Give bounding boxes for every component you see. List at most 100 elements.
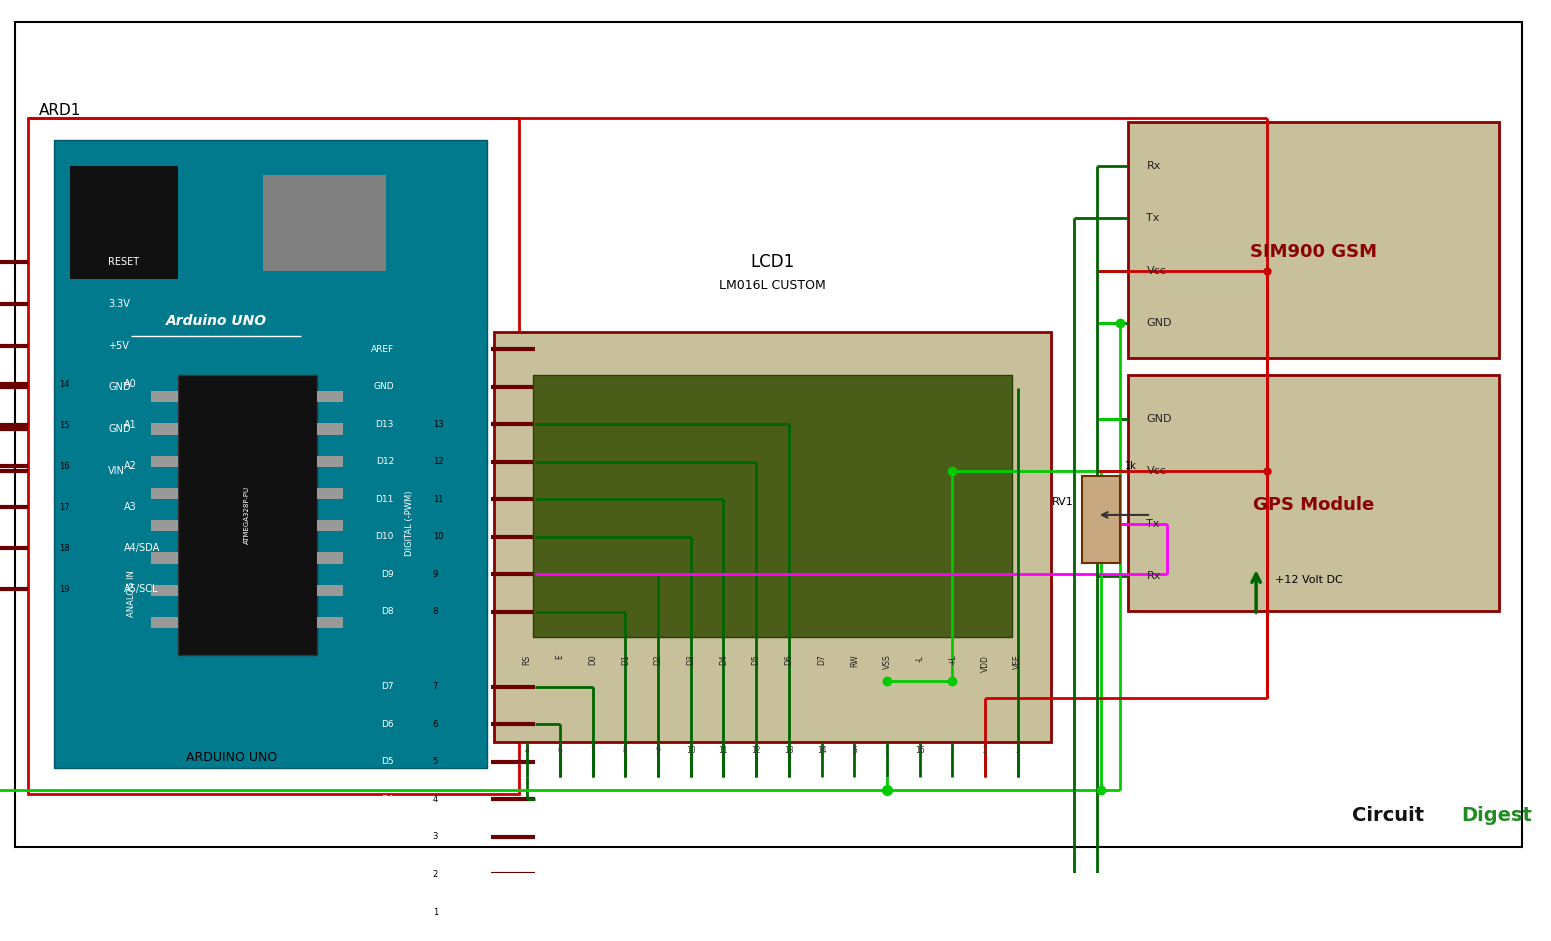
Text: Digest: Digest <box>1461 805 1532 824</box>
FancyBboxPatch shape <box>152 487 178 500</box>
Text: GND: GND <box>1146 318 1173 327</box>
FancyBboxPatch shape <box>316 552 343 564</box>
FancyBboxPatch shape <box>1128 122 1498 358</box>
FancyBboxPatch shape <box>316 584 343 596</box>
Text: ~D3: ~D3 <box>374 833 394 841</box>
Text: 12: 12 <box>751 746 762 756</box>
Text: D13: D13 <box>375 420 394 429</box>
Text: +5V: +5V <box>109 341 129 351</box>
FancyBboxPatch shape <box>152 617 178 629</box>
Text: Vcc: Vcc <box>1146 467 1166 476</box>
FancyBboxPatch shape <box>316 617 343 629</box>
Text: GND: GND <box>1146 414 1173 423</box>
Text: +12 Volt DC: +12 Volt DC <box>1275 575 1343 584</box>
Text: VEE: VEE <box>1013 655 1022 669</box>
Text: LM016L CUSTOM: LM016L CUSTOM <box>720 279 825 293</box>
Text: ARD1: ARD1 <box>39 103 81 118</box>
Text: GPS Module: GPS Module <box>1253 496 1374 514</box>
Text: 9: 9 <box>656 746 661 756</box>
Text: D7: D7 <box>382 682 394 692</box>
Text: 8: 8 <box>433 607 437 616</box>
Text: 9: 9 <box>433 569 437 579</box>
Text: D7: D7 <box>817 655 827 665</box>
Text: 7: 7 <box>433 682 437 692</box>
Text: D9: D9 <box>382 569 394 579</box>
Text: Tx: Tx <box>1146 518 1160 529</box>
Text: D11: D11 <box>375 495 394 503</box>
Text: Rx: Rx <box>1146 571 1160 581</box>
Text: -L: -L <box>915 655 924 662</box>
Text: 6: 6 <box>557 746 563 756</box>
Text: AREF: AREF <box>371 344 394 354</box>
Text: 8: 8 <box>624 746 628 756</box>
Text: D1: D1 <box>620 655 630 665</box>
FancyBboxPatch shape <box>316 520 343 532</box>
Text: 11: 11 <box>718 746 727 756</box>
FancyBboxPatch shape <box>495 331 1050 742</box>
Text: A4/SDA: A4/SDA <box>124 543 160 553</box>
FancyBboxPatch shape <box>262 174 386 271</box>
Text: RS: RS <box>523 655 532 664</box>
FancyBboxPatch shape <box>1081 475 1120 563</box>
Text: D6: D6 <box>382 720 394 729</box>
Text: ATMEGA328P-PU: ATMEGA328P-PU <box>244 486 250 544</box>
Text: D2: D2 <box>653 655 662 665</box>
Text: Vcc: Vcc <box>1146 265 1166 276</box>
Text: D4: D4 <box>382 795 394 804</box>
Text: A0: A0 <box>124 379 136 389</box>
Text: 18: 18 <box>59 544 70 552</box>
Text: D5: D5 <box>752 655 760 665</box>
FancyBboxPatch shape <box>152 584 178 596</box>
Text: 19: 19 <box>59 584 70 594</box>
FancyBboxPatch shape <box>152 391 178 403</box>
Text: 5: 5 <box>851 746 856 756</box>
FancyBboxPatch shape <box>178 375 316 655</box>
Text: GND: GND <box>374 382 394 391</box>
Text: 17: 17 <box>59 502 70 512</box>
Text: D5: D5 <box>382 758 394 766</box>
Text: ARDUINO UNO: ARDUINO UNO <box>186 751 278 764</box>
Text: TX: TX <box>321 907 332 917</box>
Text: 14: 14 <box>59 379 70 389</box>
Text: 1k: 1k <box>1124 461 1137 471</box>
FancyBboxPatch shape <box>316 455 343 467</box>
FancyBboxPatch shape <box>16 22 1522 847</box>
Text: 1: 1 <box>884 746 889 756</box>
Text: 3: 3 <box>433 833 437 841</box>
Text: 1: 1 <box>433 907 437 917</box>
Text: VDD: VDD <box>980 655 990 672</box>
Text: GND: GND <box>109 424 130 435</box>
Text: 14: 14 <box>817 746 827 756</box>
Text: D2: D2 <box>382 870 394 879</box>
Text: VSS: VSS <box>883 655 892 669</box>
Text: 12: 12 <box>433 457 444 466</box>
FancyBboxPatch shape <box>152 552 178 564</box>
Text: D3: D3 <box>686 655 695 665</box>
Text: ANALOG IN: ANALOG IN <box>127 570 136 617</box>
FancyBboxPatch shape <box>152 423 178 435</box>
Text: +L: +L <box>948 655 957 665</box>
Text: 13: 13 <box>785 746 794 756</box>
FancyBboxPatch shape <box>316 423 343 435</box>
Text: A3: A3 <box>124 502 136 512</box>
Text: 7: 7 <box>589 746 596 756</box>
Text: 10: 10 <box>686 746 695 756</box>
Text: D6: D6 <box>785 655 794 665</box>
Text: 10: 10 <box>433 533 444 541</box>
Text: 6: 6 <box>433 720 437 729</box>
Text: 15: 15 <box>59 421 70 429</box>
Text: VIN: VIN <box>109 467 126 476</box>
FancyBboxPatch shape <box>534 375 1011 637</box>
FancyBboxPatch shape <box>54 139 487 768</box>
Text: DIGITAL (-PWM): DIGITAL (-PWM) <box>405 491 414 556</box>
Text: 16: 16 <box>915 746 924 756</box>
Text: D1/TXD: D1/TXD <box>360 907 394 917</box>
Text: A5/SCL: A5/SCL <box>124 584 158 594</box>
FancyBboxPatch shape <box>70 166 178 279</box>
Text: 2: 2 <box>983 746 988 756</box>
Text: Tx: Tx <box>1146 214 1160 223</box>
Text: 13: 13 <box>433 420 444 429</box>
Text: E: E <box>555 655 565 660</box>
Text: 2: 2 <box>433 870 437 879</box>
FancyBboxPatch shape <box>1128 375 1498 611</box>
